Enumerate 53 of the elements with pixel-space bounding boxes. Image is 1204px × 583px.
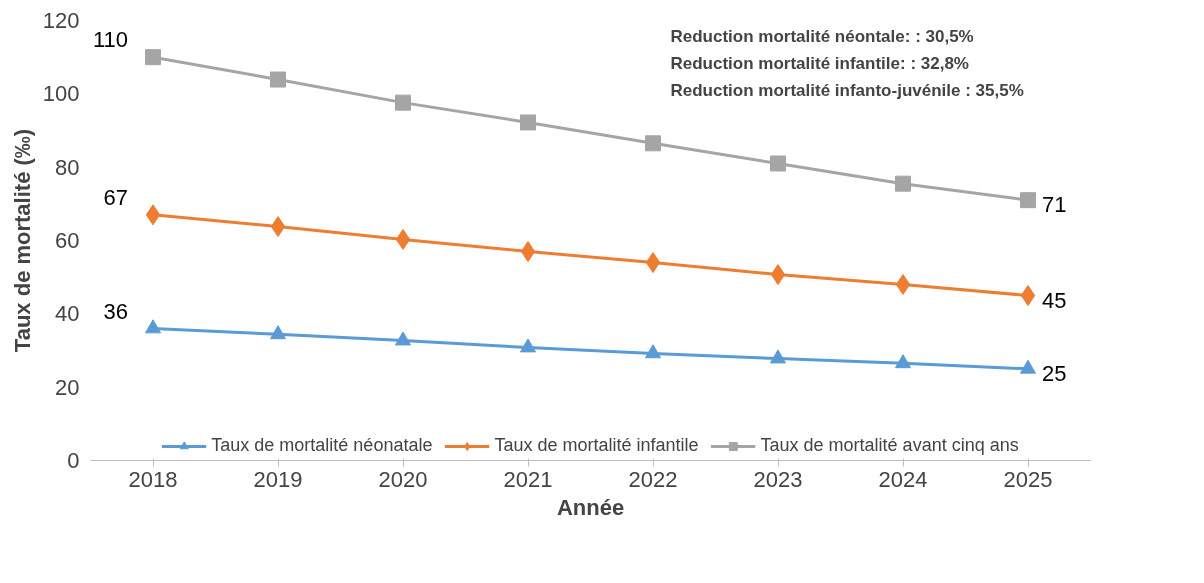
x-tick-label: 2019 — [253, 466, 303, 492]
y-tick-label: 120 — [42, 8, 80, 33]
point — [270, 71, 286, 88]
y-tick-label: 80 — [55, 154, 80, 180]
point — [270, 216, 286, 238]
y-tick-label: 0 — [67, 448, 80, 473]
x-tick-label: 2022 — [628, 466, 678, 492]
legend-label: Taux de mortalité avant cinq ans — [760, 435, 1019, 456]
point — [145, 319, 161, 334]
data-label: 71 — [1042, 192, 1067, 218]
point — [770, 264, 786, 286]
x-tick-label: 2023 — [753, 466, 803, 492]
x-tick-label: 2021 — [503, 466, 553, 492]
point — [1020, 192, 1036, 209]
point — [645, 135, 661, 152]
data-label: 67 — [103, 184, 129, 210]
x-axis-title: Année — [556, 494, 625, 520]
data-label: 110 — [92, 27, 128, 53]
y-axis-title: Taux de mortalité (‰) — [9, 128, 35, 353]
x-tick-label: 2018 — [128, 466, 178, 492]
data-label: 25 — [1042, 360, 1067, 386]
point — [895, 274, 911, 295]
point — [645, 344, 661, 359]
point — [145, 49, 161, 66]
point — [520, 338, 536, 353]
point — [1020, 359, 1036, 374]
y-tick-label: 100 — [42, 81, 80, 107]
point — [770, 349, 786, 364]
point — [895, 175, 911, 192]
y-tick-label: 60 — [55, 228, 80, 253]
annotation: Reduction mortalité infantile: : 32,8% — [670, 53, 969, 73]
data-label: 45 — [1042, 287, 1067, 313]
legend-label: Taux de mortalité néonatale — [211, 435, 433, 456]
point — [270, 325, 286, 340]
point — [520, 241, 536, 262]
x-tick-label: 2025 — [1003, 466, 1053, 492]
point — [770, 155, 786, 172]
x-tick-label: 2024 — [878, 466, 928, 492]
data-label: 36 — [103, 298, 129, 324]
point — [395, 331, 411, 346]
legend-label: Taux de mortalité infantile — [494, 435, 699, 456]
point — [395, 228, 411, 250]
y-tick-label: 40 — [55, 301, 80, 327]
point — [520, 114, 536, 131]
point — [145, 204, 161, 226]
point — [395, 94, 411, 111]
annotation: Reduction mortalité néontale: : 30,5% — [670, 26, 974, 46]
y-tick-label: 20 — [55, 374, 80, 400]
annotation: Reduction mortalité infanto-juvénile : 35,5% — [670, 80, 1024, 100]
point — [1020, 285, 1036, 306]
x-tick-label: 2020 — [378, 466, 428, 492]
point — [645, 252, 661, 273]
point — [895, 354, 911, 369]
